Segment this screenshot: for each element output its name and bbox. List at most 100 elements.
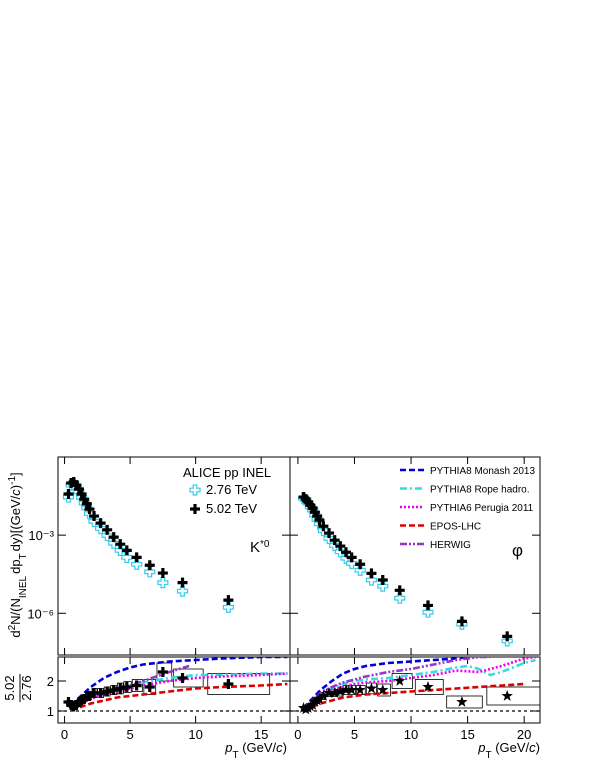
marker (144, 566, 156, 578)
marker (297, 702, 310, 713)
marker (121, 551, 133, 563)
marker (354, 684, 366, 695)
marker (394, 675, 406, 686)
marker (335, 541, 346, 552)
legend-label: PYTHIA8 Rope hadro. (430, 485, 530, 496)
ratio-denominator: 2.76 (19, 675, 34, 700)
y-title-part: 2 (7, 624, 18, 630)
x-title-part: p (477, 740, 485, 755)
particle-label: K*0 (250, 539, 270, 557)
syst-box (207, 673, 271, 695)
marker (501, 690, 513, 701)
marker (102, 524, 113, 535)
x-title-part: ) (536, 740, 540, 755)
syst-box (446, 695, 483, 709)
marker (223, 679, 234, 689)
x-title-part: (GeV/ (239, 740, 277, 755)
marker (108, 532, 119, 543)
legend-label: EPOS-LHC (430, 522, 481, 533)
marker (121, 545, 132, 556)
x-title-part: ) (283, 740, 287, 755)
x-tick-label: 5 (126, 727, 133, 742)
marker (354, 564, 366, 576)
marker (131, 558, 143, 570)
syst-box (377, 683, 391, 697)
x-title-part: c (276, 740, 283, 755)
marker (502, 631, 513, 642)
marker (324, 528, 335, 539)
legend-title: ALICE pp INEL (183, 465, 271, 480)
x-title-part: T (485, 750, 491, 761)
particle-part: *0 (260, 539, 270, 550)
model-curve (302, 657, 536, 710)
x-tick-label: 5 (351, 727, 358, 742)
marker (318, 521, 329, 532)
marker (176, 585, 189, 597)
marker (365, 574, 378, 586)
marker (144, 682, 155, 692)
x-tick-label: 10 (404, 727, 418, 742)
y-title-part: ) (8, 485, 23, 489)
marker (355, 559, 366, 570)
model-curve (302, 657, 491, 710)
model-curve (70, 682, 288, 711)
marker (422, 606, 434, 618)
marker (177, 577, 188, 588)
marker (340, 547, 351, 558)
marker (366, 568, 377, 579)
particle-part: K (250, 539, 260, 556)
marker (313, 693, 326, 704)
y-tick-label: 10⁻⁶ (27, 606, 54, 621)
marker (377, 580, 389, 592)
marker (323, 687, 335, 698)
marker (422, 681, 434, 692)
model-curve (70, 657, 288, 706)
legend-marker (190, 504, 200, 514)
y-tick-label: 1 (47, 704, 54, 719)
marker (329, 535, 340, 546)
x-tick-label: 10 (188, 727, 202, 742)
panel (289, 456, 541, 656)
x-tick-label: 0 (294, 727, 301, 742)
legend-label: PYTHIA8 Monash 2013 (430, 466, 535, 477)
marker (76, 488, 87, 499)
marker (222, 601, 234, 613)
syst-box (486, 686, 540, 706)
plot-frame (289, 456, 541, 656)
x-tick-label: 15 (460, 727, 474, 742)
model-curve (70, 664, 190, 710)
y-title-part: d (8, 630, 23, 637)
plot-area (58, 657, 290, 712)
ratio-axis-title: 5.02 2.76 (2, 674, 34, 702)
marker (81, 498, 92, 509)
marker (157, 577, 169, 589)
y-title-part: T (18, 553, 29, 559)
marker (377, 574, 388, 585)
legend-label: HERWIG (430, 540, 471, 551)
marker (177, 673, 188, 683)
marker (394, 585, 405, 596)
marker (121, 682, 132, 692)
plot-area (290, 657, 540, 713)
x-tick-label: 0 (61, 727, 68, 742)
syst-box (391, 673, 413, 689)
legend-label: 2.76 TeV (206, 482, 257, 497)
marker (144, 560, 155, 571)
marker (84, 504, 95, 515)
y-tick-label: 2 (47, 674, 54, 689)
marker (101, 529, 113, 542)
marker (394, 592, 406, 604)
x-title-part: T (232, 750, 238, 761)
x-title-part: (GeV/ (492, 740, 530, 755)
particle-label: φ (512, 541, 523, 560)
x-axis-title: pT (GeV/c) (224, 740, 287, 761)
y-title-part: dy)[(GeV/ (8, 495, 23, 551)
marker (157, 667, 168, 677)
marker (456, 696, 468, 707)
marker (314, 515, 325, 526)
marker (456, 616, 467, 627)
x-title-part: c (529, 740, 536, 755)
ratio-numerator: 5.02 (2, 675, 17, 700)
